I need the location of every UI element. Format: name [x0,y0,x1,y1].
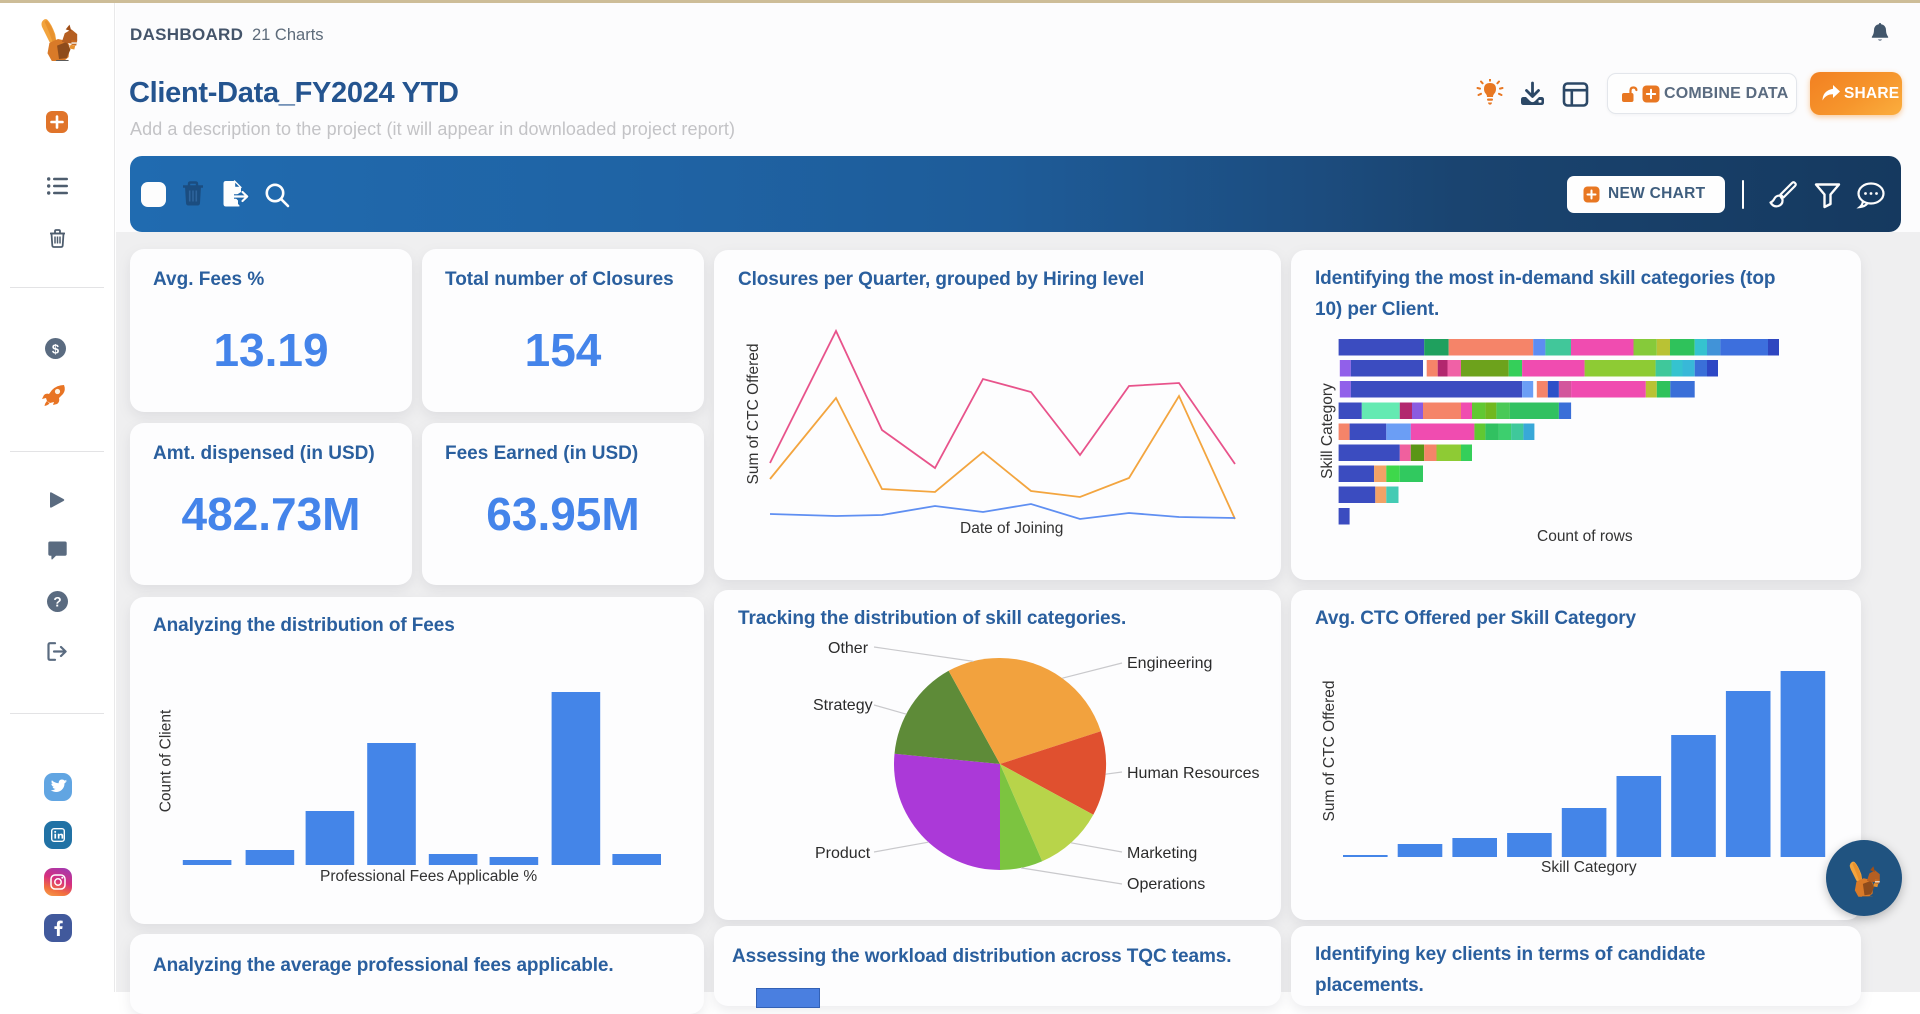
svg-text:$: $ [52,341,60,356]
svg-text:?: ? [53,594,61,609]
